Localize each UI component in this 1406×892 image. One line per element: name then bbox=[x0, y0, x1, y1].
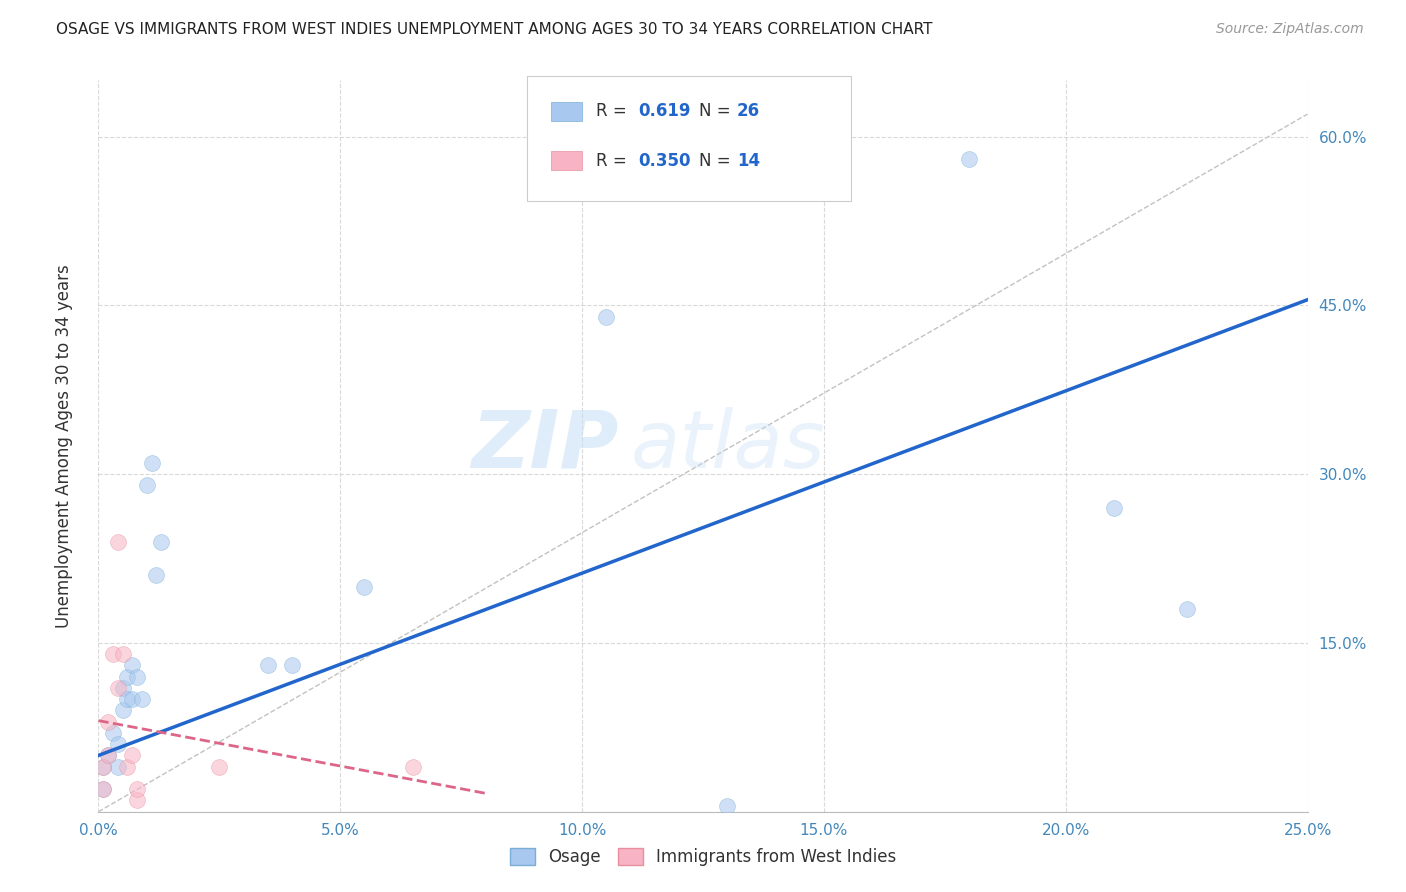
Point bbox=[141, 456, 163, 470]
Point bbox=[91, 782, 114, 797]
Text: atlas: atlas bbox=[630, 407, 825, 485]
Text: R =: R = bbox=[596, 103, 633, 120]
Point bbox=[150, 534, 173, 549]
Point bbox=[716, 799, 738, 814]
Point bbox=[117, 670, 139, 684]
Legend: Osage, Immigrants from West Indies: Osage, Immigrants from West Indies bbox=[503, 841, 903, 873]
Point bbox=[1102, 500, 1125, 515]
Point bbox=[111, 681, 134, 695]
Point bbox=[127, 670, 149, 684]
Point bbox=[281, 658, 304, 673]
Point bbox=[91, 782, 114, 797]
Point bbox=[91, 760, 114, 774]
Text: OSAGE VS IMMIGRANTS FROM WEST INDIES UNEMPLOYMENT AMONG AGES 30 TO 34 YEARS CORR: OSAGE VS IMMIGRANTS FROM WEST INDIES UNE… bbox=[56, 22, 932, 37]
Point bbox=[1175, 602, 1198, 616]
Point bbox=[256, 658, 278, 673]
Point bbox=[97, 748, 120, 763]
Point bbox=[957, 152, 980, 166]
Point bbox=[111, 647, 134, 661]
Point bbox=[117, 692, 139, 706]
Point bbox=[121, 658, 143, 673]
Point bbox=[127, 793, 149, 807]
Text: Source: ZipAtlas.com: Source: ZipAtlas.com bbox=[1216, 22, 1364, 37]
Point bbox=[91, 760, 114, 774]
Point bbox=[107, 737, 129, 751]
Point bbox=[121, 748, 143, 763]
Y-axis label: Unemployment Among Ages 30 to 34 years: Unemployment Among Ages 30 to 34 years bbox=[55, 264, 73, 628]
Point bbox=[145, 568, 167, 582]
Point bbox=[127, 782, 149, 797]
Point bbox=[111, 703, 134, 717]
Point bbox=[107, 760, 129, 774]
Point bbox=[595, 310, 617, 324]
Point bbox=[97, 748, 120, 763]
Point bbox=[208, 760, 231, 774]
Text: 0.350: 0.350 bbox=[638, 152, 690, 169]
Text: R =: R = bbox=[596, 152, 633, 169]
Text: 0.619: 0.619 bbox=[638, 103, 690, 120]
Point bbox=[135, 478, 157, 492]
Text: N =: N = bbox=[699, 152, 735, 169]
Point bbox=[97, 714, 120, 729]
Point bbox=[121, 692, 143, 706]
Text: 26: 26 bbox=[737, 103, 759, 120]
Point bbox=[402, 760, 425, 774]
Point bbox=[131, 692, 153, 706]
Point bbox=[101, 647, 124, 661]
Point bbox=[117, 760, 139, 774]
Text: ZIP: ZIP bbox=[471, 407, 619, 485]
Point bbox=[101, 726, 124, 740]
Text: 14: 14 bbox=[737, 152, 759, 169]
Point bbox=[107, 681, 129, 695]
Point bbox=[107, 534, 129, 549]
Text: N =: N = bbox=[699, 103, 735, 120]
Point bbox=[353, 580, 375, 594]
